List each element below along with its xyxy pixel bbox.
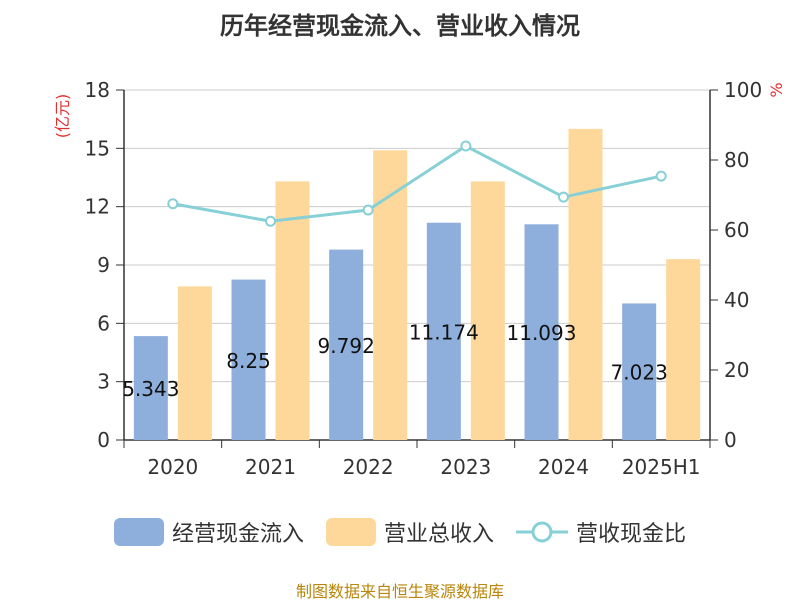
- y-right-tick-label: 20: [724, 358, 749, 382]
- data-label-cash-inflow: 7.023: [611, 361, 668, 385]
- point-ratio: [558, 191, 569, 203]
- y-left-tick-label: 0: [97, 428, 110, 452]
- data-label-cash-inflow: 11.093: [507, 321, 577, 345]
- bar-cash-inflow: [329, 249, 364, 440]
- data-label-cash-inflow: 11.174: [409, 320, 479, 344]
- legend-item-cash-inflow[interactable]: 经营现金流入: [113, 516, 304, 548]
- bar-revenue: [666, 259, 701, 440]
- y-right-tick-label: 0: [724, 428, 737, 452]
- y-left-tick-label: 3: [97, 370, 110, 394]
- y-right-tick-label: 80: [724, 148, 749, 172]
- y-left-tick-label: 12: [85, 195, 110, 219]
- bar-cash-inflow: [133, 336, 168, 440]
- bar-revenue: [177, 286, 212, 440]
- y-left-tick-label: 18: [85, 78, 110, 102]
- point-ratio: [167, 198, 179, 210]
- bar-revenue: [470, 181, 505, 440]
- bar-revenue: [568, 128, 603, 440]
- bar-cash-inflow: [426, 222, 461, 440]
- y-left-axis-label: (亿元): [53, 94, 72, 139]
- bar-cash-inflow: [622, 303, 657, 440]
- y-left-tick-label: 15: [85, 136, 110, 160]
- legend-label-revenue: 营业总收入: [383, 522, 494, 547]
- legend-item-ratio[interactable]: 营收现金比: [516, 516, 686, 548]
- legend-swatch-ratio: [516, 521, 568, 543]
- source-note: 制图数据来自恒生聚源数据库: [295, 582, 504, 601]
- bar-revenue: [373, 150, 408, 440]
- x-tick-label: 2021: [245, 455, 296, 479]
- data-label-cash-inflow: 9.792: [318, 334, 375, 358]
- x-tick-label: 2024: [538, 455, 589, 479]
- legend-label-cash-inflow: 经营现金流入: [171, 522, 304, 547]
- legend-swatch-revenue: [325, 518, 376, 546]
- x-tick-label: 2023: [440, 455, 491, 479]
- data-label-cash-inflow: 5.343: [122, 377, 179, 401]
- y-left-tick-label: 6: [97, 311, 110, 335]
- y-right-tick-label: 40: [724, 288, 749, 312]
- bar-cash-inflow: [524, 224, 559, 440]
- y-right-tick-label: 60: [724, 218, 749, 242]
- legend-item-revenue[interactable]: 营业总收入: [325, 516, 494, 548]
- line-ratio: [172, 144, 662, 223]
- chart-title: 历年经营现金流入、营业收入情况: [220, 12, 580, 40]
- point-ratio: [655, 170, 667, 182]
- bar-cash-inflow: [231, 279, 266, 440]
- point-ratio: [460, 140, 472, 152]
- data-label-cash-inflow: 8.25: [226, 349, 271, 373]
- x-tick-label: 2020: [147, 455, 198, 479]
- bar-revenue: [275, 181, 310, 440]
- x-tick-label: 2022: [343, 455, 394, 479]
- x-tick-label: 2025H1: [622, 455, 701, 479]
- point-ratio: [362, 204, 374, 216]
- legend: 经营现金流入 营业总收入 营收现金比: [0, 516, 800, 548]
- y-left-tick-label: 9: [97, 253, 110, 277]
- point-ratio: [265, 215, 276, 227]
- legend-label-ratio: 营收现金比: [576, 522, 687, 547]
- y-right-axis-label: %: [767, 82, 786, 97]
- y-right-tick-label: 100: [724, 78, 762, 102]
- legend-swatch-cash-inflow: [113, 518, 164, 546]
